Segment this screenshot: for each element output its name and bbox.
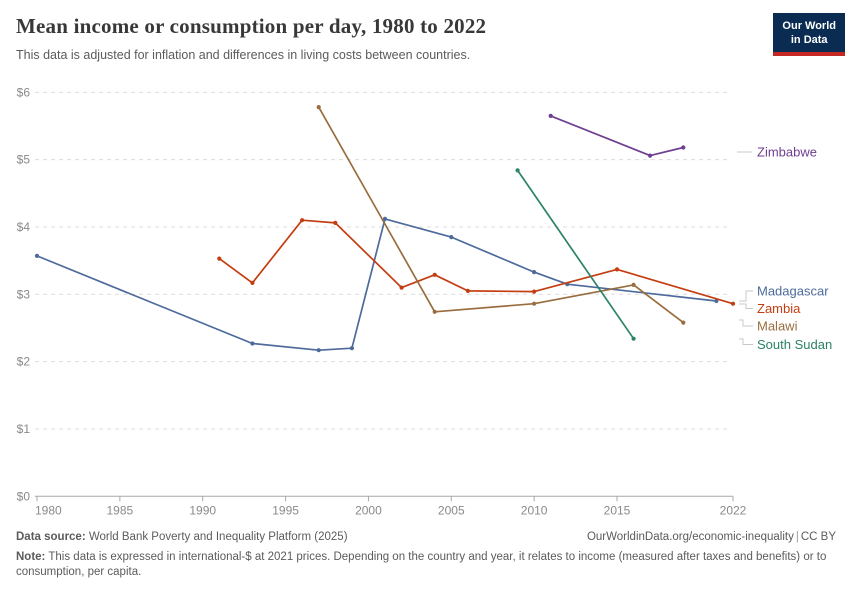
- data-point-madagascar-1999: [349, 346, 354, 351]
- legend-label-south-sudan[interactable]: South Sudan: [757, 337, 832, 352]
- series-zambia: [217, 218, 736, 306]
- data-point-zambia-2006: [465, 288, 470, 293]
- chart-header: Mean income or consumption per day, 1980…: [16, 14, 756, 62]
- owid-logo-line2: in Data: [790, 34, 828, 47]
- legend-connector-zambia: [739, 303, 753, 309]
- y-tick-label: $4: [17, 220, 31, 234]
- x-tick-label: 2022: [720, 503, 747, 517]
- y-tick-label: $3: [17, 287, 31, 301]
- data-point-zambia-1993: [250, 280, 255, 285]
- footer-separator: |: [795, 531, 799, 543]
- note-label: Note:: [16, 551, 46, 563]
- data-point-malawi-1997: [316, 105, 321, 110]
- data-source-label: Data source:: [16, 531, 86, 543]
- series-zimbabwe: [548, 113, 686, 158]
- data-point-zambia-2022: [730, 301, 736, 306]
- x-tick-label: 2000: [355, 503, 382, 517]
- owid-logo-line1: Our World: [782, 20, 836, 32]
- data-point-south-sudan-2009: [515, 168, 520, 173]
- series-line-zambia[interactable]: [218, 219, 734, 305]
- data-point-madagascar-2001: [382, 216, 388, 221]
- series-madagascar: [34, 216, 719, 353]
- license-link[interactable]: CC BY: [800, 531, 836, 543]
- series-malawi: [316, 105, 686, 325]
- y-tick-label: $6: [17, 85, 31, 99]
- data-point-madagascar-1993: [250, 341, 255, 346]
- legend-connector-madagascar: [739, 290, 753, 302]
- data-point-zimbabwe-2017: [648, 153, 653, 158]
- x-tick-label: 2010: [521, 503, 548, 517]
- legend-label-madagascar[interactable]: Madagascar: [757, 284, 829, 299]
- y-tick-label: $1: [17, 422, 31, 436]
- x-tick-label: 1985: [107, 503, 134, 517]
- x-tick-label: 2005: [438, 503, 465, 517]
- data-point-zambia-1996: [300, 218, 305, 223]
- data-source-text: World Bank Poverty and Inequality Platfo…: [85, 531, 348, 543]
- data-point-south-sudan-2016: [631, 336, 636, 341]
- data-source: Data source: World Bank Poverty and Ineq…: [16, 531, 348, 543]
- legend-label-zambia[interactable]: Zambia: [757, 301, 801, 316]
- x-tick-label: 2015: [604, 503, 631, 517]
- y-tick-label: $5: [17, 153, 31, 167]
- y-tick-label: $0: [17, 489, 31, 503]
- data-point-madagascar-1980: [34, 253, 40, 258]
- owid-logo[interactable]: Our World in Data: [773, 13, 845, 56]
- series-south-sudan: [515, 168, 636, 341]
- data-point-zambia-2002: [399, 285, 404, 290]
- footer-links: OurWorldinData.org/economic-inequality | C…: [587, 531, 836, 543]
- owid-url-link[interactable]: OurWorldinData.org/economic-inequality: [586, 531, 794, 543]
- data-point-malawi-2019: [681, 320, 686, 325]
- legend-connector-malawi: [739, 319, 753, 327]
- legend-label-malawi[interactable]: Malawi: [757, 319, 798, 334]
- data-point-zambia-2010: [532, 289, 537, 294]
- data-point-zimbabwe-2011: [548, 113, 553, 118]
- x-tick-label: 1990: [189, 503, 216, 517]
- x-tick-label: 1980: [35, 503, 62, 517]
- data-point-malawi-2004: [432, 309, 437, 314]
- data-point-malawi-2016: [631, 282, 636, 287]
- data-point-zambia-2015: [614, 267, 620, 272]
- chart-footer: Data source: World Bank Poverty and Ineq…: [16, 531, 836, 580]
- chart-note: Note: This data is expressed in internat…: [16, 550, 836, 580]
- data-point-madagascar-2010: [532, 270, 537, 275]
- data-point-zambia-2004: [432, 272, 437, 277]
- legend-label-zimbabwe[interactable]: Zimbabwe: [757, 145, 817, 160]
- source-row: Data source: World Bank Poverty and Ineq…: [16, 531, 836, 543]
- series-line-south-sudan[interactable]: [516, 169, 635, 340]
- x-tick-label: 1995: [272, 503, 299, 517]
- data-point-madagascar-2005: [449, 235, 454, 240]
- data-point-zambia-1991: [217, 256, 222, 261]
- y-tick-label: $2: [17, 355, 31, 369]
- chart-subtitle: This data is adjusted for inflation and …: [16, 48, 471, 62]
- series-line-zimbabwe[interactable]: [549, 115, 685, 157]
- data-point-zambia-1998: [333, 220, 338, 225]
- page-title: Mean income or consumption per day, 1980…: [16, 14, 487, 38]
- note-text: This data is expressed in international-…: [16, 551, 827, 579]
- y-gridlines: $0 $1 $2 $3 $4 $5 $6: [17, 85, 733, 503]
- data-point-madagascar-1997: [316, 348, 321, 353]
- data-point-zimbabwe-2019: [681, 145, 686, 150]
- legend: Madagascar Zambia Malawi Zimbabwe South Suda…: [737, 145, 832, 352]
- series-line-madagascar[interactable]: [36, 218, 718, 352]
- x-axis: 1980 1985 1990 1995 2000 2005 2010 2015 2022: [35, 496, 747, 517]
- legend-connector-south-sudan: [739, 338, 753, 345]
- data-point-malawi-2010: [532, 301, 537, 306]
